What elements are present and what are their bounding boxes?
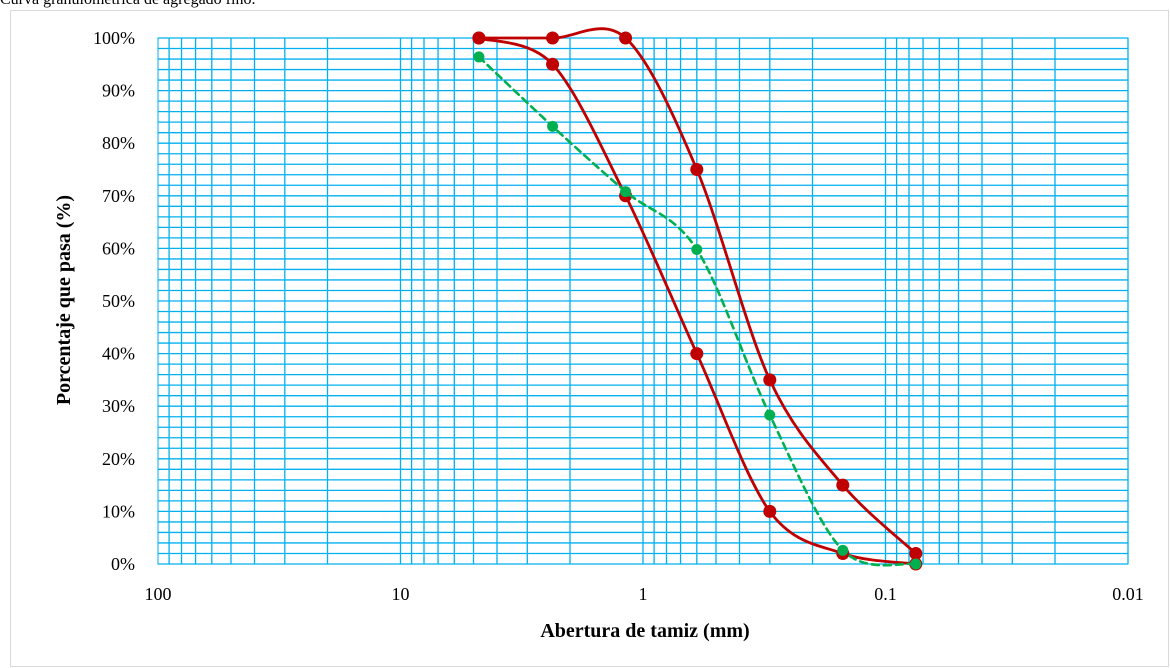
data-point <box>763 373 777 387</box>
y-tick-label: 70% <box>102 186 135 206</box>
y-tick-label: 20% <box>102 449 135 469</box>
gridlines <box>158 37 1129 565</box>
y-tick-label: 10% <box>102 501 135 521</box>
series-2 <box>472 27 923 560</box>
chart-area-border <box>10 10 1169 667</box>
x-tick-label: 100 <box>145 584 172 604</box>
data-point <box>619 31 633 45</box>
y-tick-label: 90% <box>102 81 135 101</box>
y-tick-label: 80% <box>102 133 135 153</box>
series-group <box>472 27 923 571</box>
tick-labels: 100 10 1 0.1 0.01 0% 10% 20% 30% 40% 50% 60% 70% 80% 9… <box>93 28 1144 604</box>
data-point <box>546 31 560 45</box>
series-3 <box>473 51 922 570</box>
data-point <box>472 31 486 45</box>
data-point <box>837 544 849 556</box>
figure-caption: Curva granulométrica de agregado fino. <box>0 0 255 9</box>
data-point <box>909 546 923 560</box>
data-point <box>763 504 777 518</box>
y-tick-label: 50% <box>102 291 135 311</box>
data-point <box>690 163 704 176</box>
y-tick-label: 0% <box>111 554 135 574</box>
x-axis-title: Abertura de tamiz (mm) <box>540 620 749 642</box>
y-tick-label: 60% <box>102 238 135 258</box>
x-tick-label: 10 <box>392 584 410 604</box>
data-point <box>546 57 560 71</box>
data-point <box>473 51 485 63</box>
y-tick-label: 40% <box>102 344 135 364</box>
data-point <box>691 243 703 255</box>
plot-area-border <box>157 37 1129 565</box>
y-tick-label: 30% <box>102 396 135 416</box>
data-point <box>547 120 559 132</box>
y-axis-title: Porcentaje que pasa (%) <box>53 195 75 405</box>
data-point <box>690 347 704 361</box>
data-point <box>836 478 850 492</box>
x-tick-label: 0.01 <box>1112 584 1144 604</box>
data-point <box>910 558 922 570</box>
y-tick-label: 100% <box>93 28 135 48</box>
x-tick-label: 0.1 <box>874 584 897 604</box>
data-point <box>620 186 632 198</box>
x-tick-label: 1 <box>639 584 648 604</box>
data-point <box>764 409 776 421</box>
